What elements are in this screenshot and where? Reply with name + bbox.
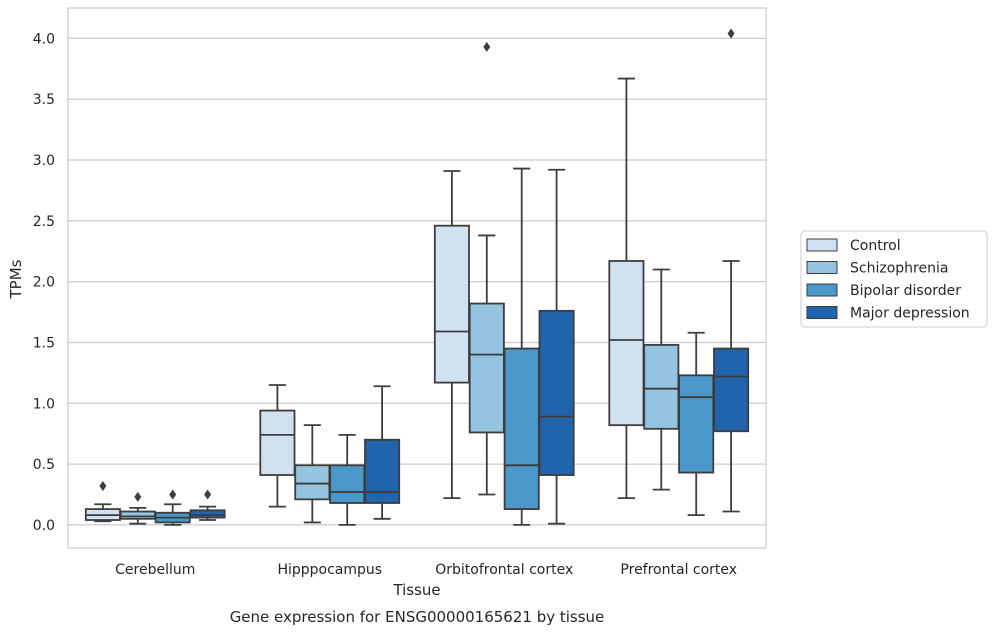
legend-entry: Major depression bbox=[850, 306, 970, 322]
box-iqr bbox=[468, 302, 505, 434]
box-0-2 bbox=[154, 489, 191, 526]
box-3-3 bbox=[713, 28, 750, 513]
box-1-2 bbox=[329, 433, 366, 526]
outlier-point bbox=[204, 489, 212, 500]
box-0-3 bbox=[189, 489, 226, 521]
y-tick-label: 0.5 bbox=[33, 457, 55, 473]
box-3-0 bbox=[608, 77, 645, 500]
box-2-1 bbox=[468, 41, 505, 496]
x-tick-label: Prefrontal cortex bbox=[620, 562, 737, 578]
legend-entry: Control bbox=[850, 238, 901, 254]
outlier-point bbox=[134, 491, 142, 502]
box-2-3 bbox=[538, 168, 575, 525]
legend-swatch bbox=[806, 283, 838, 297]
legend-swatch bbox=[806, 238, 838, 252]
plot-frame bbox=[67, 7, 767, 549]
y-tick-label: 1.0 bbox=[33, 396, 55, 412]
x-tick-label: Cerebellum bbox=[115, 562, 195, 578]
box-0-0 bbox=[84, 480, 121, 523]
x-tick-labels: Cerebellum Hipppocampus Orbitofrontal cort… bbox=[115, 562, 737, 578]
outlier-point bbox=[483, 41, 491, 52]
box-iqr bbox=[643, 343, 680, 430]
box-0-1 bbox=[119, 491, 156, 525]
box-iqr bbox=[259, 409, 296, 476]
box-iqr bbox=[503, 347, 540, 510]
box-3-1 bbox=[643, 268, 680, 491]
plot-background bbox=[68, 8, 766, 548]
outlier-point bbox=[169, 489, 177, 500]
legend-swatch bbox=[806, 261, 838, 274]
box-iqr bbox=[364, 438, 401, 504]
box-1-0 bbox=[259, 384, 296, 508]
y-tick-label: 4.0 bbox=[33, 31, 55, 47]
box-iqr bbox=[538, 309, 575, 476]
box-2-2 bbox=[503, 167, 540, 526]
y-tick-label: 3.0 bbox=[33, 153, 55, 169]
legend-entry: Schizophrenia bbox=[850, 261, 948, 277]
legend-entry: Bipolar disorder bbox=[850, 283, 961, 299]
box-iqr bbox=[294, 464, 331, 501]
chart-caption: Gene expression for ENSG00000165621 by t… bbox=[230, 608, 605, 626]
box-iqr bbox=[329, 464, 366, 504]
y-tick-label: 0.0 bbox=[33, 518, 55, 534]
y-tick-label: 2.5 bbox=[33, 214, 55, 230]
y-tick-label: 3.5 bbox=[33, 92, 55, 108]
x-tick-label: Hipppocampus bbox=[277, 562, 382, 578]
legend-frame bbox=[800, 230, 988, 328]
box-iqr bbox=[189, 509, 226, 519]
legend: Control Schizophrenia Bipolar disorder Majo… bbox=[800, 230, 988, 328]
y-axis-label: TPMs bbox=[7, 259, 25, 299]
outlier-point bbox=[727, 28, 735, 39]
outlier-point bbox=[99, 480, 107, 491]
y-tick-label: 2.0 bbox=[33, 275, 55, 291]
box-3-2 bbox=[678, 331, 715, 517]
box-iqr bbox=[608, 260, 645, 427]
box-iqr bbox=[433, 224, 470, 384]
legend-swatch bbox=[806, 306, 838, 319]
box-iqr bbox=[678, 374, 715, 474]
box-2-0 bbox=[433, 170, 470, 500]
box-marks bbox=[84, 28, 750, 526]
x-tick-label: Orbitofrontal cortex bbox=[435, 562, 573, 578]
y-tick-labels: 0.0 0.5 1.0 1.5 2.0 2.5 3.0 3.5 4.0 bbox=[33, 31, 55, 533]
y-tick-label: 1.5 bbox=[33, 335, 55, 351]
box-iqr bbox=[713, 347, 750, 433]
box-1-3 bbox=[364, 385, 401, 520]
box-iqr bbox=[119, 510, 156, 520]
gridlines bbox=[68, 37, 766, 526]
x-axis-label: Tissue bbox=[392, 581, 440, 599]
